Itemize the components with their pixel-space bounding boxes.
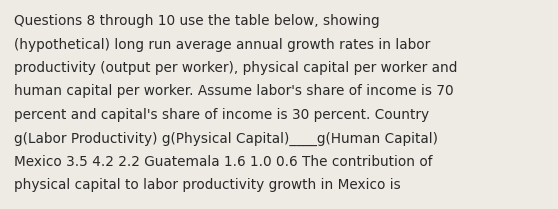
Text: percent and capital's share of income is 30 percent. Country: percent and capital's share of income is… <box>14 108 429 122</box>
Text: human capital per worker. Assume labor's share of income is 70: human capital per worker. Assume labor's… <box>14 84 454 98</box>
Text: productivity (output per worker), physical capital per worker and: productivity (output per worker), physic… <box>14 61 458 75</box>
Text: g(Labor Productivity) g(Physical Capital)____g(Human Capital): g(Labor Productivity) g(Physical Capital… <box>14 131 438 146</box>
Text: Mexico 3.5 4.2 2.2 Guatemala 1.6 1.0 0.6 The contribution of: Mexico 3.5 4.2 2.2 Guatemala 1.6 1.0 0.6… <box>14 155 432 169</box>
Text: (hypothetical) long run average annual growth rates in labor: (hypothetical) long run average annual g… <box>14 37 430 51</box>
Text: Questions 8 through 10 use the table below, showing: Questions 8 through 10 use the table bel… <box>14 14 379 28</box>
Text: physical capital to labor productivity growth in Mexico is: physical capital to labor productivity g… <box>14 178 401 192</box>
